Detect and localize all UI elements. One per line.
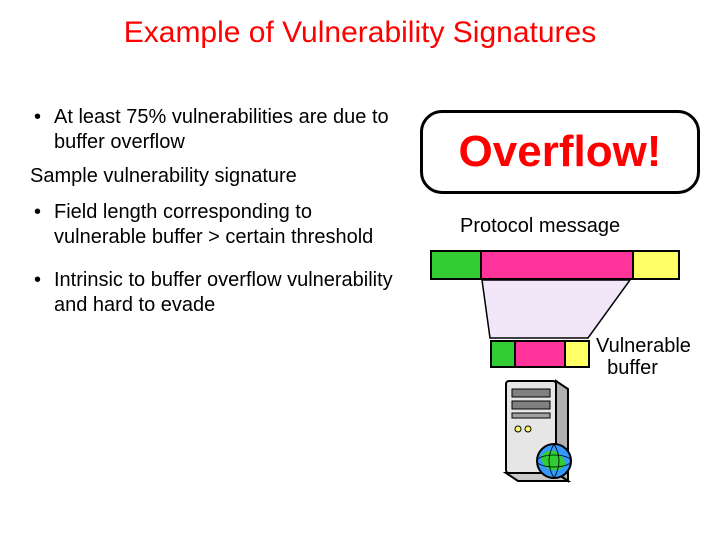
- bullet-dot-icon: •: [30, 268, 54, 318]
- funnel-shape-icon: [430, 280, 680, 340]
- vulnerable-buffer-label: Vulnerable buffer: [596, 335, 691, 379]
- vuln-segment-1: [492, 342, 516, 366]
- bullet-dot-icon: •: [30, 200, 54, 250]
- vuln-label-line2: buffer: [607, 357, 658, 379]
- bullet-3-text: Intrinsic to buffer overflow vulnerabili…: [54, 268, 400, 318]
- protocol-message-bar: [430, 250, 680, 280]
- overflow-text: Overflow!: [459, 127, 662, 177]
- slide-title: Example of Vulnerability Signatures: [0, 0, 720, 50]
- left-column: • At least 75% vulnerabilities are due t…: [30, 105, 400, 328]
- bullet-1: • At least 75% vulnerabilities are due t…: [30, 105, 400, 155]
- sample-signature-line: Sample vulnerability signature: [30, 165, 400, 188]
- bullet-dot-icon: •: [30, 105, 54, 155]
- bullet-2: • Field length corresponding to vulnerab…: [30, 200, 400, 250]
- bullet-2-text: Field length corresponding to vulnerable…: [54, 200, 400, 250]
- proto-segment-1: [432, 252, 482, 278]
- proto-segment-2: [482, 252, 634, 278]
- overflow-callout: Overflow!: [420, 110, 700, 194]
- vuln-label-line1: Vulnerable: [596, 335, 691, 357]
- vuln-segment-2: [516, 342, 566, 366]
- vuln-segment-3: [566, 342, 588, 366]
- bullet-3: • Intrinsic to buffer overflow vulnerabi…: [30, 268, 400, 318]
- protocol-message-label: Protocol message: [460, 215, 620, 238]
- proto-segment-3: [634, 252, 678, 278]
- server-icon: [498, 375, 578, 485]
- bullet-1-text: At least 75% vulnerabilities are due to …: [54, 105, 400, 155]
- vulnerable-buffer-bar: [490, 340, 590, 368]
